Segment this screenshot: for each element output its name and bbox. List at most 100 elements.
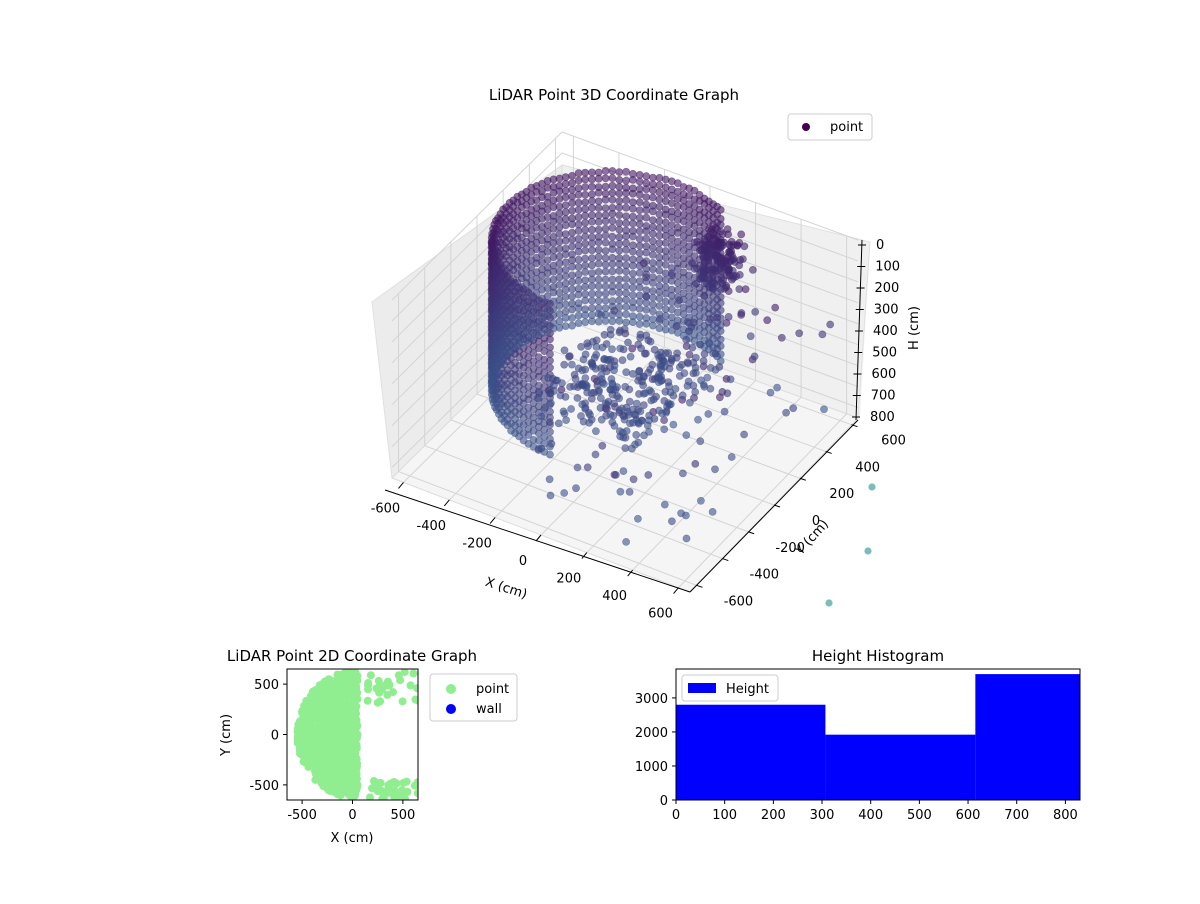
legend-histogram-label: Height <box>726 682 769 697</box>
scatter-point-3d <box>649 300 657 309</box>
scatter-point-3d <box>615 168 624 176</box>
scatter-point-3d <box>739 255 747 263</box>
histogram-x-tick-label: 200 <box>761 808 786 823</box>
scatter-point-3d <box>679 469 687 478</box>
scatter-point-3d <box>642 257 651 266</box>
scatter-point-2d <box>337 721 346 730</box>
scatter-point-3d <box>601 195 610 204</box>
scatter-point-3d <box>595 386 603 395</box>
scatter-point-3d <box>622 295 630 304</box>
scatter-point-3d <box>616 344 625 353</box>
scatter-point-3d <box>588 282 596 290</box>
scatter-point-3d <box>763 316 772 325</box>
legend-histogram-box <box>681 674 779 702</box>
scatter-point-3d <box>740 430 748 439</box>
scatter-point-2d <box>349 733 358 742</box>
x-tick-mark-3d <box>581 552 588 559</box>
scatter-point-3d <box>711 465 719 474</box>
scatter-point-3d <box>568 321 576 330</box>
scatter-point-2d <box>300 702 309 711</box>
legend-3d-label: point <box>830 120 863 135</box>
scatter-point-2d <box>298 736 307 745</box>
scatter-point-3d <box>629 291 637 300</box>
scatter-point-3d <box>608 223 617 232</box>
scatter-point-2d <box>373 698 382 707</box>
scatter-point-3d <box>766 388 775 397</box>
scatter-point-3d <box>574 234 583 243</box>
scatter-point-3d <box>581 183 590 191</box>
scatter-point-3d <box>594 275 603 284</box>
scatter-point-3d <box>708 507 717 516</box>
scatter-point-3d <box>649 216 657 225</box>
scatter-point-3d <box>704 410 713 418</box>
scatter-point-2d <box>348 675 357 683</box>
scatter-point-2d <box>384 781 393 790</box>
scatter-point-3d <box>642 213 651 222</box>
scatter-point-2d <box>350 696 358 705</box>
histogram-x-tick-label: 500 <box>907 808 932 823</box>
scatter-point-3d <box>716 357 725 365</box>
y-tick-label-2d: -500 <box>249 779 279 794</box>
scatter-point-3d <box>601 174 610 183</box>
scatter-point-2d <box>306 716 315 725</box>
scatter-point-3d <box>730 258 739 266</box>
scatter-point-3d <box>622 289 630 297</box>
scatter-point-3d <box>522 201 531 209</box>
scatter-point-3d <box>642 248 651 257</box>
y-tick-label-3d: -200 <box>775 541 805 556</box>
scatter-point-3d <box>700 382 709 391</box>
scatter-point-3d <box>601 224 610 233</box>
scatter-point-3d <box>581 232 590 241</box>
scatter-point-3d <box>497 414 506 423</box>
scatter-point-3d <box>625 397 634 406</box>
scatter-point-3d <box>594 174 603 183</box>
scatter-point-3d <box>641 389 650 397</box>
scatter-point-3d <box>546 450 554 459</box>
x-tick-mark-3d <box>398 482 404 489</box>
scatter-point-3d <box>655 239 664 247</box>
scatter-point-3d <box>679 295 688 304</box>
scatter-point-3d <box>649 307 657 316</box>
scatter-point-3d <box>588 239 596 248</box>
chart-2d: LiDAR Point 2D Coordinate Graph -500 0 500… <box>219 647 518 846</box>
scatter-point-3d <box>629 198 637 207</box>
scatter-point-3d <box>735 270 744 279</box>
histogram-y-tick-label: 1000 <box>635 760 668 775</box>
scatter-point-3d <box>615 275 624 284</box>
scatter-point-3d <box>585 418 594 427</box>
histogram-x-tick-label: 0 <box>672 808 680 823</box>
scatter-point-3d <box>588 211 596 220</box>
scatter-point-3d <box>673 216 682 224</box>
scatter-point-3d <box>610 421 619 430</box>
scatter-point-3d <box>782 408 790 417</box>
histogram-y-tick-label: 2000 <box>635 726 668 741</box>
y-tick-label-3d: 600 <box>881 434 906 449</box>
scatter-point-3d <box>574 290 583 299</box>
scatter-point-3d <box>655 246 664 254</box>
scatter-point-3d <box>568 171 576 180</box>
scatter-point-3d <box>561 173 570 181</box>
scatter-point-3d <box>740 242 749 251</box>
scatter-point-3d <box>555 288 564 297</box>
scatter-point-3d <box>635 261 644 270</box>
scatter-point-3d <box>622 196 630 205</box>
scatter-point-3d <box>608 188 617 197</box>
x-tick-mark-3d <box>443 499 450 507</box>
scatter-point-2d <box>384 681 393 690</box>
scatter-point-3d <box>773 383 781 392</box>
scatter-point-3d <box>515 353 523 362</box>
scatter-point-3d <box>615 260 624 268</box>
scatter-point-3d <box>629 219 637 228</box>
scatter-point-3d <box>541 403 549 412</box>
scatter-point-3d <box>608 209 617 218</box>
scatter-point-2d <box>344 700 353 708</box>
y-tick-label-2d: 0 <box>271 729 279 744</box>
scatter-point-3d <box>645 427 653 436</box>
scatter-point-3d <box>615 189 624 198</box>
scatter-point-3d <box>615 296 624 305</box>
scatter-point-3d <box>649 250 657 259</box>
scatter-point-2d <box>311 703 320 712</box>
scatter-point-3d <box>588 168 596 177</box>
ticks-2d: -500 0 500 -500 0 500 <box>249 678 415 823</box>
scatter-point-3d <box>545 475 554 484</box>
